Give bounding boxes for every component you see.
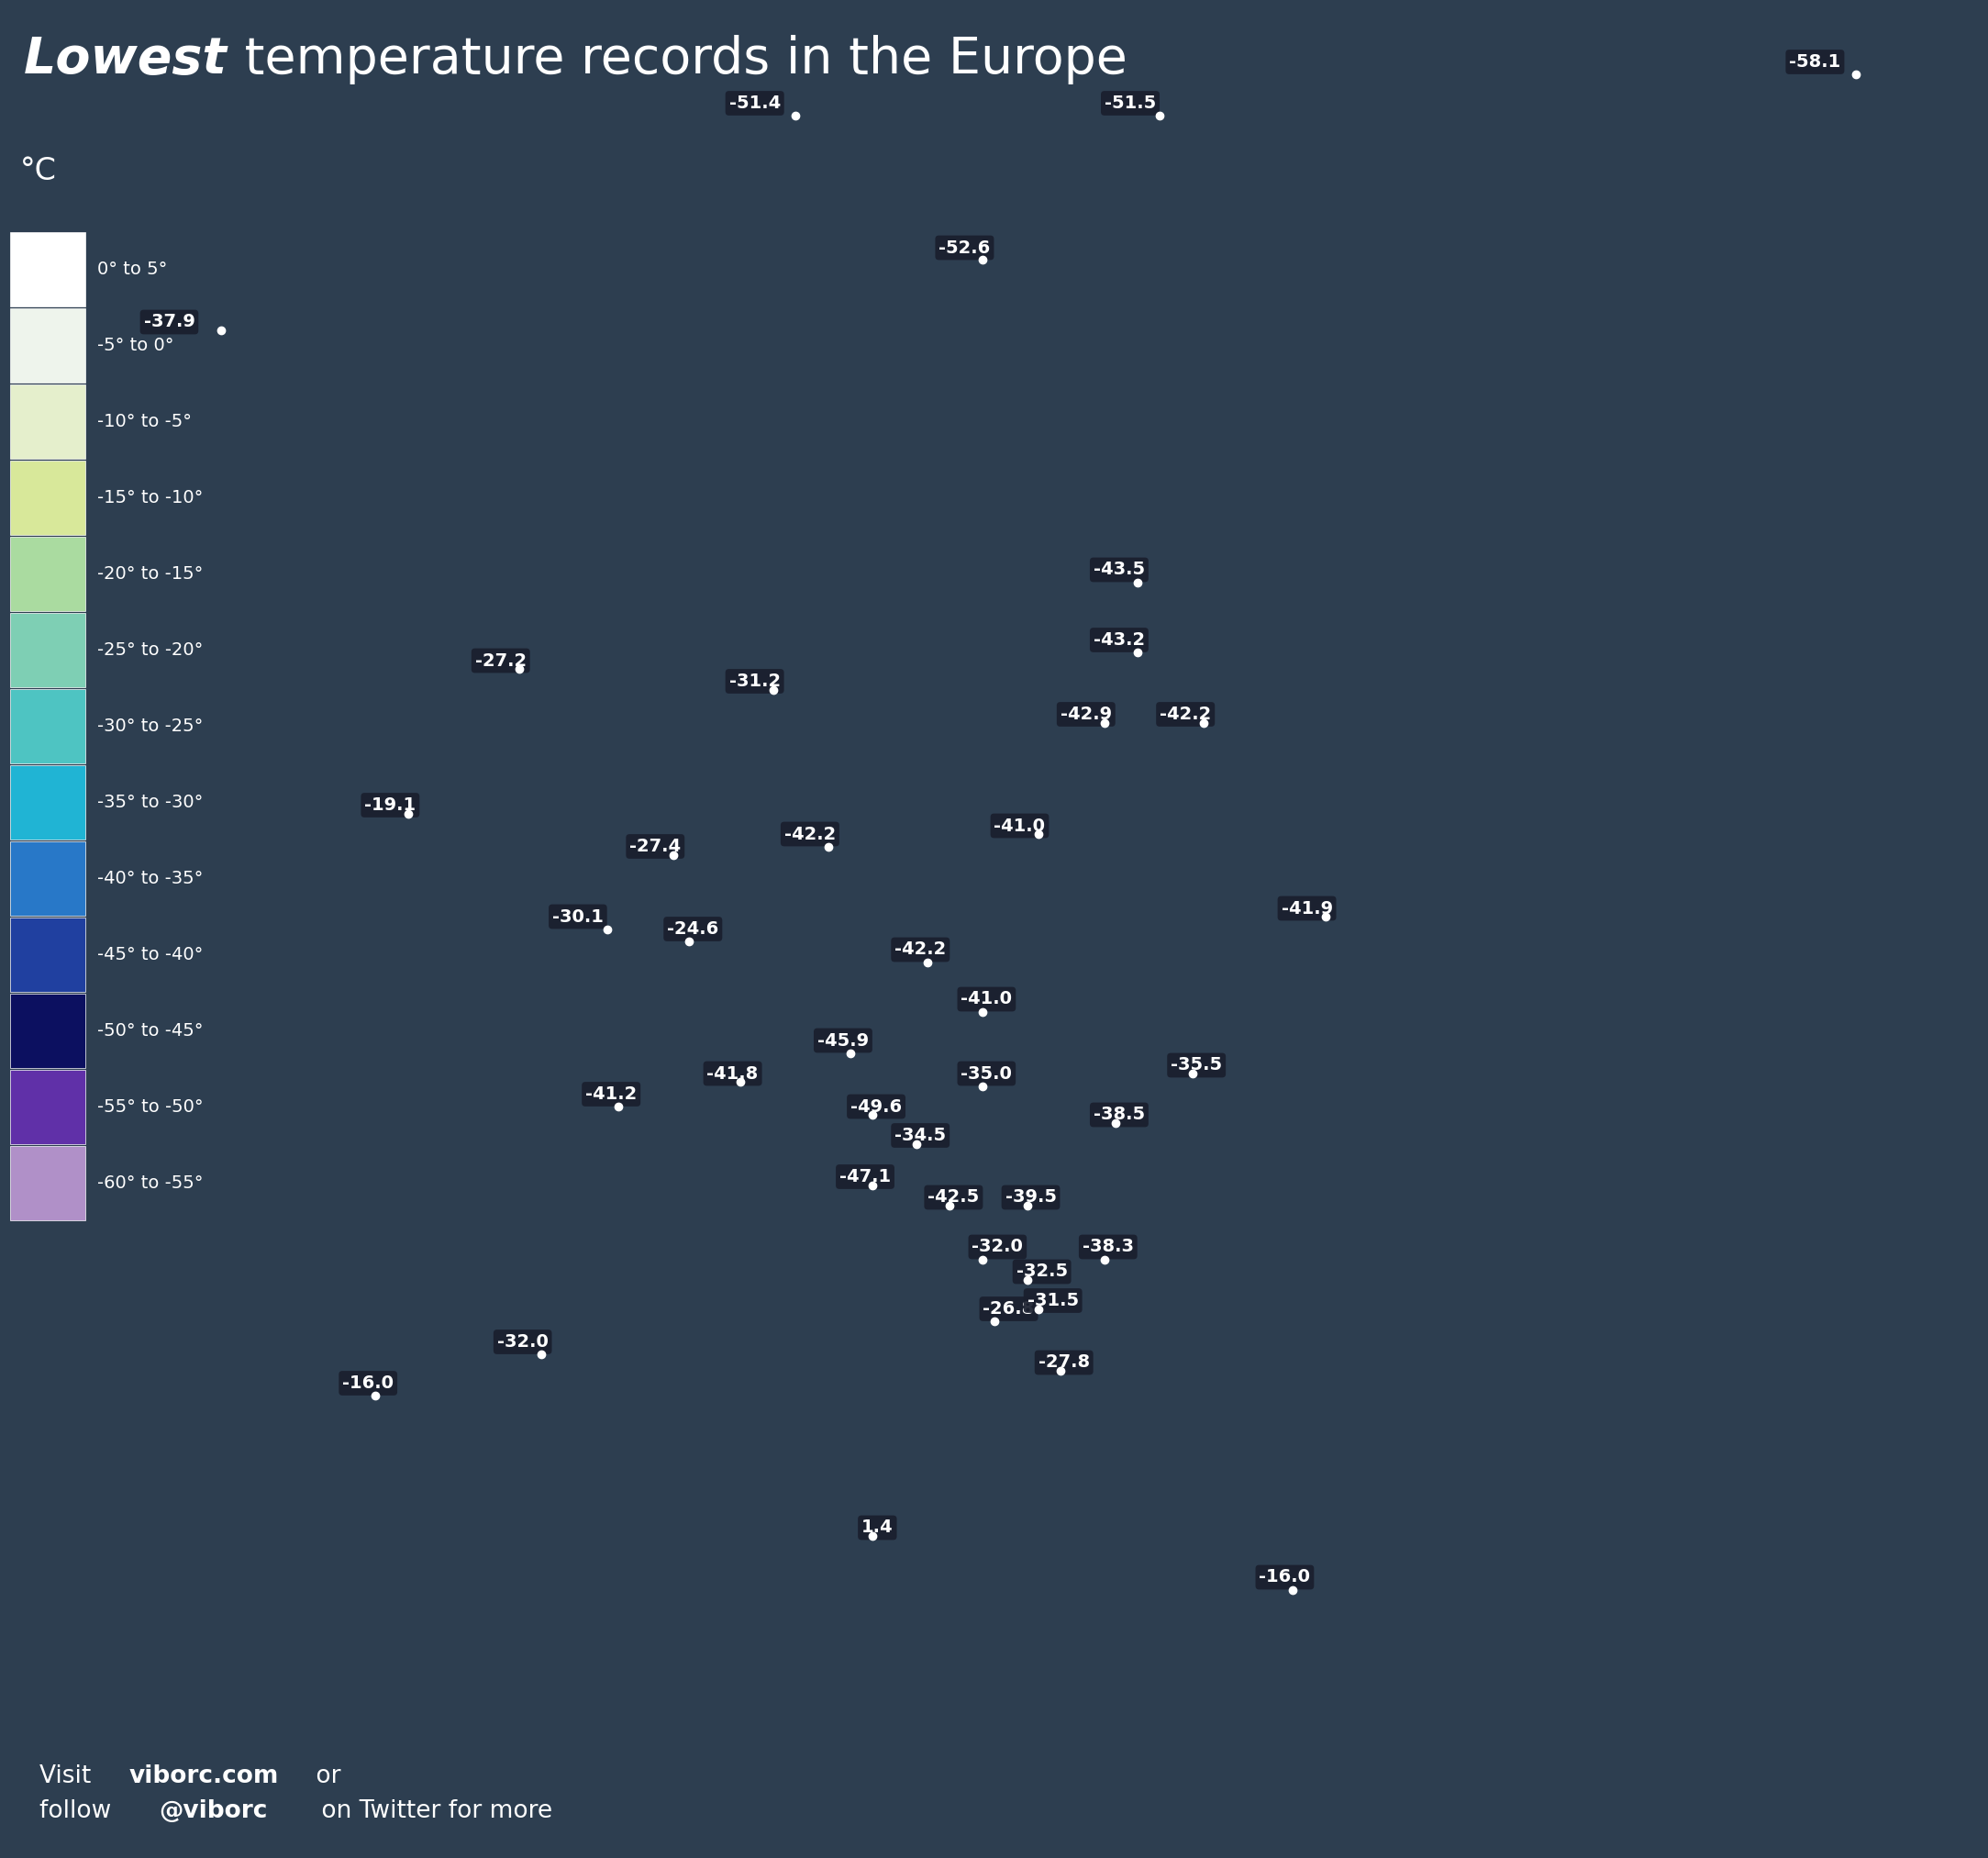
Text: temperature records in the Europe: temperature records in the Europe — [229, 35, 1127, 84]
Text: -41.2: -41.2 — [584, 1085, 636, 1104]
FancyBboxPatch shape — [10, 308, 85, 383]
Text: -40° to -35°: -40° to -35° — [97, 870, 203, 888]
Text: -5° to 0°: -5° to 0° — [97, 336, 175, 355]
Text: -27.2: -27.2 — [475, 652, 527, 669]
Text: -47.1: -47.1 — [839, 1169, 891, 1185]
Text: -35° to -30°: -35° to -30° — [97, 793, 203, 812]
FancyBboxPatch shape — [10, 232, 85, 307]
FancyBboxPatch shape — [10, 385, 85, 459]
FancyBboxPatch shape — [10, 918, 85, 992]
Text: Visit: Visit — [40, 1765, 99, 1787]
Text: -31.2: -31.2 — [730, 673, 781, 689]
FancyBboxPatch shape — [10, 994, 85, 1068]
Text: -58.1: -58.1 — [1789, 54, 1841, 71]
Text: -30.1: -30.1 — [553, 909, 604, 925]
Text: 0° to 5°: 0° to 5° — [97, 260, 167, 279]
FancyBboxPatch shape — [10, 537, 85, 611]
Text: -16.0: -16.0 — [1258, 1568, 1310, 1587]
Text: @viborc: @viborc — [159, 1800, 268, 1823]
Text: -60° to -55°: -60° to -55° — [97, 1174, 203, 1193]
Text: -34.5: -34.5 — [895, 1126, 946, 1145]
Text: or: or — [308, 1765, 340, 1787]
Text: -38.3: -38.3 — [1081, 1237, 1133, 1256]
Text: -30° to -25°: -30° to -25° — [97, 717, 203, 736]
Text: -37.9: -37.9 — [143, 314, 195, 331]
Text: -51.4: -51.4 — [730, 95, 781, 111]
Text: -42.5: -42.5 — [928, 1189, 980, 1206]
Text: -45° to -40°: -45° to -40° — [97, 946, 203, 964]
Text: -49.6: -49.6 — [851, 1098, 903, 1115]
Text: -52.6: -52.6 — [938, 240, 990, 256]
Text: °C: °C — [20, 156, 56, 186]
Text: -41.0: -41.0 — [960, 990, 1012, 1007]
Text: -50° to -45°: -50° to -45° — [97, 1022, 203, 1040]
Text: -42.2: -42.2 — [1159, 706, 1211, 723]
Text: -42.9: -42.9 — [1060, 706, 1111, 723]
Text: -42.2: -42.2 — [783, 825, 835, 844]
Text: -45.9: -45.9 — [817, 1031, 869, 1050]
FancyBboxPatch shape — [10, 842, 85, 916]
Text: -27.8: -27.8 — [1038, 1354, 1089, 1371]
FancyBboxPatch shape — [10, 1146, 85, 1221]
Text: -43.5: -43.5 — [1093, 561, 1145, 578]
Text: viborc.com: viborc.com — [129, 1765, 278, 1787]
Text: -32.5: -32.5 — [1016, 1263, 1068, 1280]
Text: -27.4: -27.4 — [630, 838, 682, 855]
Text: -16.0: -16.0 — [342, 1375, 394, 1392]
Text: -41.0: -41.0 — [994, 818, 1046, 834]
Text: Lowest: Lowest — [24, 35, 227, 84]
Text: -41.9: -41.9 — [1280, 899, 1332, 918]
FancyBboxPatch shape — [10, 1070, 85, 1145]
Text: -38.5: -38.5 — [1093, 1106, 1145, 1124]
Text: 1.4: 1.4 — [861, 1520, 893, 1537]
FancyBboxPatch shape — [10, 613, 85, 687]
Text: -24.6: -24.6 — [668, 920, 720, 938]
Text: -32.0: -32.0 — [972, 1237, 1024, 1256]
FancyBboxPatch shape — [10, 765, 85, 840]
Text: -26.8: -26.8 — [982, 1301, 1034, 1317]
Text: -43.2: -43.2 — [1093, 632, 1145, 648]
Text: -32.0: -32.0 — [497, 1334, 549, 1351]
Text: -39.5: -39.5 — [1006, 1189, 1056, 1206]
Text: -51.5: -51.5 — [1105, 95, 1157, 111]
Text: -35.5: -35.5 — [1171, 1057, 1223, 1074]
Text: -19.1: -19.1 — [364, 797, 415, 814]
Text: -15° to -10°: -15° to -10° — [97, 489, 203, 507]
Text: -42.2: -42.2 — [895, 940, 946, 959]
Text: -31.5: -31.5 — [1028, 1291, 1079, 1310]
Text: follow: follow — [40, 1800, 119, 1823]
Text: -35.0: -35.0 — [960, 1065, 1012, 1081]
Text: -25° to -20°: -25° to -20° — [97, 641, 203, 660]
FancyBboxPatch shape — [10, 461, 85, 535]
Text: -10° to -5°: -10° to -5° — [97, 412, 193, 431]
Text: -20° to -15°: -20° to -15° — [97, 565, 203, 583]
Text: -41.8: -41.8 — [708, 1065, 759, 1081]
FancyBboxPatch shape — [10, 689, 85, 764]
Text: -55° to -50°: -55° to -50° — [97, 1098, 203, 1117]
Text: on Twitter for more: on Twitter for more — [314, 1800, 553, 1823]
